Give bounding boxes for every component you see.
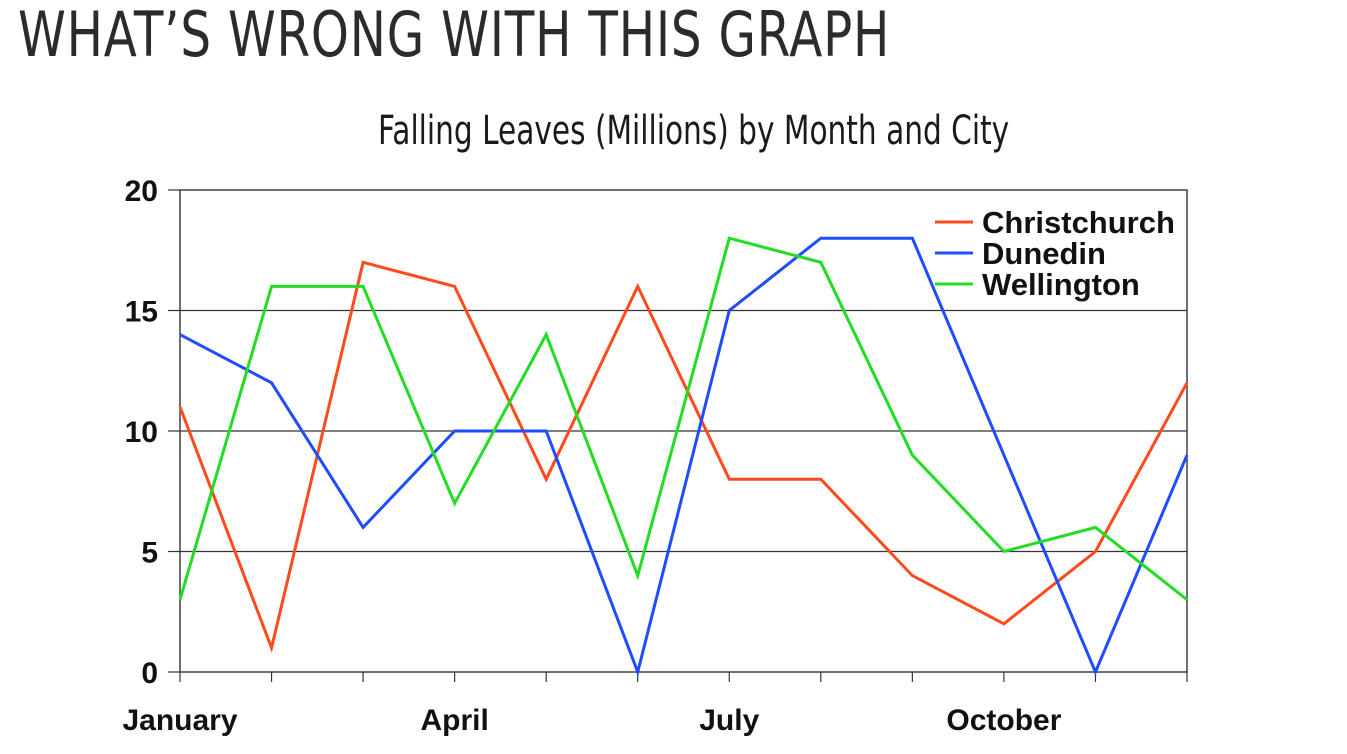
y-tick-label-20: 20 bbox=[125, 175, 158, 208]
legend-label-dunedin: Dunedin bbox=[982, 236, 1106, 271]
y-tick-label-15: 15 bbox=[125, 296, 158, 329]
legend-label-wellington: Wellington bbox=[982, 267, 1140, 302]
x-tick-label-april: April bbox=[420, 704, 488, 737]
slide-title: WHAT’S WRONG WITH THIS GRAPH bbox=[18, 0, 891, 71]
x-tick-labels: January April July October bbox=[122, 704, 1061, 737]
series-line-dunedin bbox=[179, 236, 1189, 677]
series-lines bbox=[178, 236, 1189, 677]
y-tick-label-0: 0 bbox=[141, 657, 158, 690]
y-tick-labels: 0 5 10 15 20 bbox=[125, 175, 158, 690]
chart-title: Falling Leaves (Millions) by Month and C… bbox=[378, 108, 1010, 154]
legend-label-christchurch: Christchurch bbox=[982, 205, 1175, 240]
grid-lines bbox=[180, 309, 1187, 553]
y-tick-label-5: 5 bbox=[141, 537, 158, 570]
x-tick-label-october: October bbox=[946, 704, 1061, 737]
y-tick-label-10: 10 bbox=[125, 416, 158, 449]
series-line-christchurch bbox=[178, 260, 1189, 653]
x-tick-label-july: July bbox=[699, 704, 759, 737]
axes bbox=[168, 189, 1188, 682]
x-tick-label-january: January bbox=[122, 704, 237, 737]
series-line-wellington bbox=[178, 236, 1188, 601]
plot-frame bbox=[179, 189, 1188, 673]
